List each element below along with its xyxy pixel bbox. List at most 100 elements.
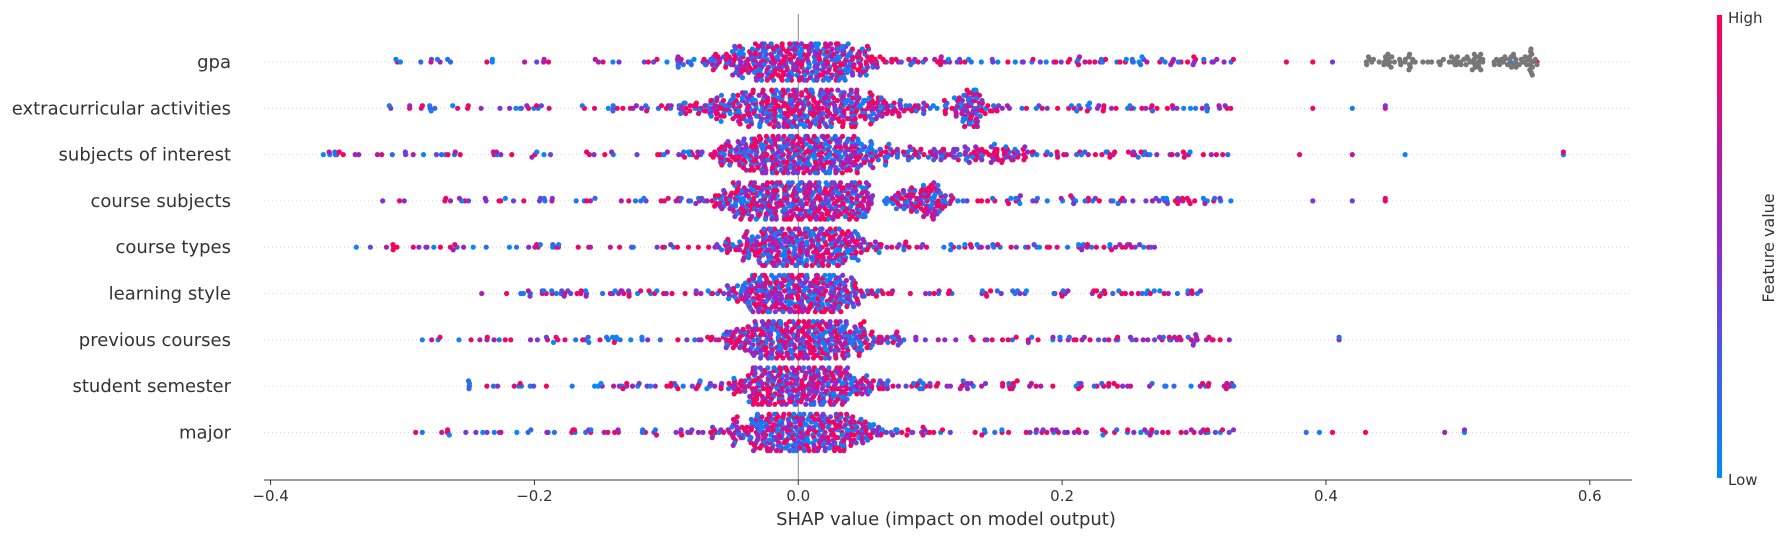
data-point <box>1149 427 1155 433</box>
data-point <box>735 92 741 98</box>
data-point <box>757 365 763 371</box>
data-point <box>1163 195 1170 201</box>
data-point <box>740 51 746 57</box>
data-point <box>990 242 996 248</box>
data-point <box>862 116 868 122</box>
data-point <box>868 288 875 294</box>
data-point <box>754 411 761 417</box>
data-point <box>730 92 736 98</box>
data-point <box>1102 337 1108 343</box>
data-point <box>840 49 846 55</box>
data-point <box>804 396 810 402</box>
data-point <box>966 159 972 165</box>
data-point <box>1130 59 1136 65</box>
data-point <box>752 97 758 104</box>
data-point <box>598 380 604 387</box>
data-point <box>1144 59 1150 65</box>
data-point <box>772 309 778 315</box>
data-point <box>573 337 579 343</box>
data-point <box>819 319 826 325</box>
data-point <box>787 203 793 209</box>
data-point <box>1398 62 1404 68</box>
data-point <box>978 198 985 204</box>
data-point <box>821 309 827 315</box>
data-point <box>1100 432 1106 438</box>
data-point <box>1112 149 1118 155</box>
data-point <box>859 46 865 52</box>
data-point <box>843 319 849 325</box>
data-point <box>839 43 846 50</box>
data-point <box>1043 59 1049 65</box>
data-point <box>995 242 1001 248</box>
data-point <box>852 280 858 286</box>
data-point <box>920 424 926 430</box>
data-point <box>779 77 785 83</box>
data-point <box>749 234 755 240</box>
data-point <box>744 118 750 124</box>
data-point <box>869 329 875 335</box>
data-point <box>833 411 839 417</box>
data-point <box>960 118 966 124</box>
data-point <box>831 401 837 407</box>
data-point <box>985 244 991 250</box>
data-point <box>431 244 437 250</box>
data-point <box>794 448 800 454</box>
data-point <box>884 244 890 250</box>
data-point <box>762 216 769 222</box>
data-point <box>759 41 765 47</box>
data-point <box>658 103 665 109</box>
data-point <box>668 380 674 387</box>
data-point <box>455 105 461 111</box>
data-point <box>872 149 879 155</box>
data-point <box>496 337 502 343</box>
data-point <box>1100 108 1106 114</box>
data-point <box>812 170 819 176</box>
data-point <box>814 195 820 201</box>
data-point <box>808 401 814 407</box>
data-point <box>470 244 476 250</box>
data-point <box>835 262 842 268</box>
data-point <box>927 149 934 155</box>
data-point <box>910 380 917 387</box>
x-tick-label: 0.6 <box>1578 487 1602 505</box>
data-point <box>789 272 795 278</box>
data-point <box>793 424 799 430</box>
data-point <box>1092 152 1098 158</box>
data-point <box>1005 337 1011 343</box>
data-point <box>1033 427 1040 433</box>
data-point <box>1303 429 1309 435</box>
data-point <box>676 152 682 158</box>
data-point <box>383 244 389 250</box>
data-point <box>641 195 647 201</box>
data-point <box>1038 383 1044 389</box>
data-point <box>942 193 949 199</box>
data-point <box>850 72 856 78</box>
data-point <box>724 249 730 255</box>
data-point <box>806 448 812 454</box>
data-point <box>820 365 826 371</box>
data-point <box>897 97 904 104</box>
data-point <box>861 329 867 335</box>
data-point <box>851 432 858 438</box>
data-point <box>706 244 712 250</box>
data-point <box>592 383 598 389</box>
data-point <box>757 211 763 217</box>
data-point <box>1014 149 1020 155</box>
data-point <box>875 157 881 163</box>
data-point <box>1461 427 1468 433</box>
data-point <box>718 386 724 392</box>
data-point <box>1009 386 1015 392</box>
data-point <box>877 146 884 152</box>
data-point <box>1036 244 1043 250</box>
data-point <box>1204 108 1210 114</box>
data-point <box>562 337 568 343</box>
data-point <box>1050 383 1056 389</box>
data-point <box>878 339 884 345</box>
data-point <box>1015 288 1021 294</box>
data-point <box>957 152 963 158</box>
data-point <box>773 87 779 93</box>
data-point <box>796 226 802 232</box>
data-point <box>1127 242 1133 248</box>
data-point <box>739 90 746 96</box>
data-point <box>801 77 807 83</box>
